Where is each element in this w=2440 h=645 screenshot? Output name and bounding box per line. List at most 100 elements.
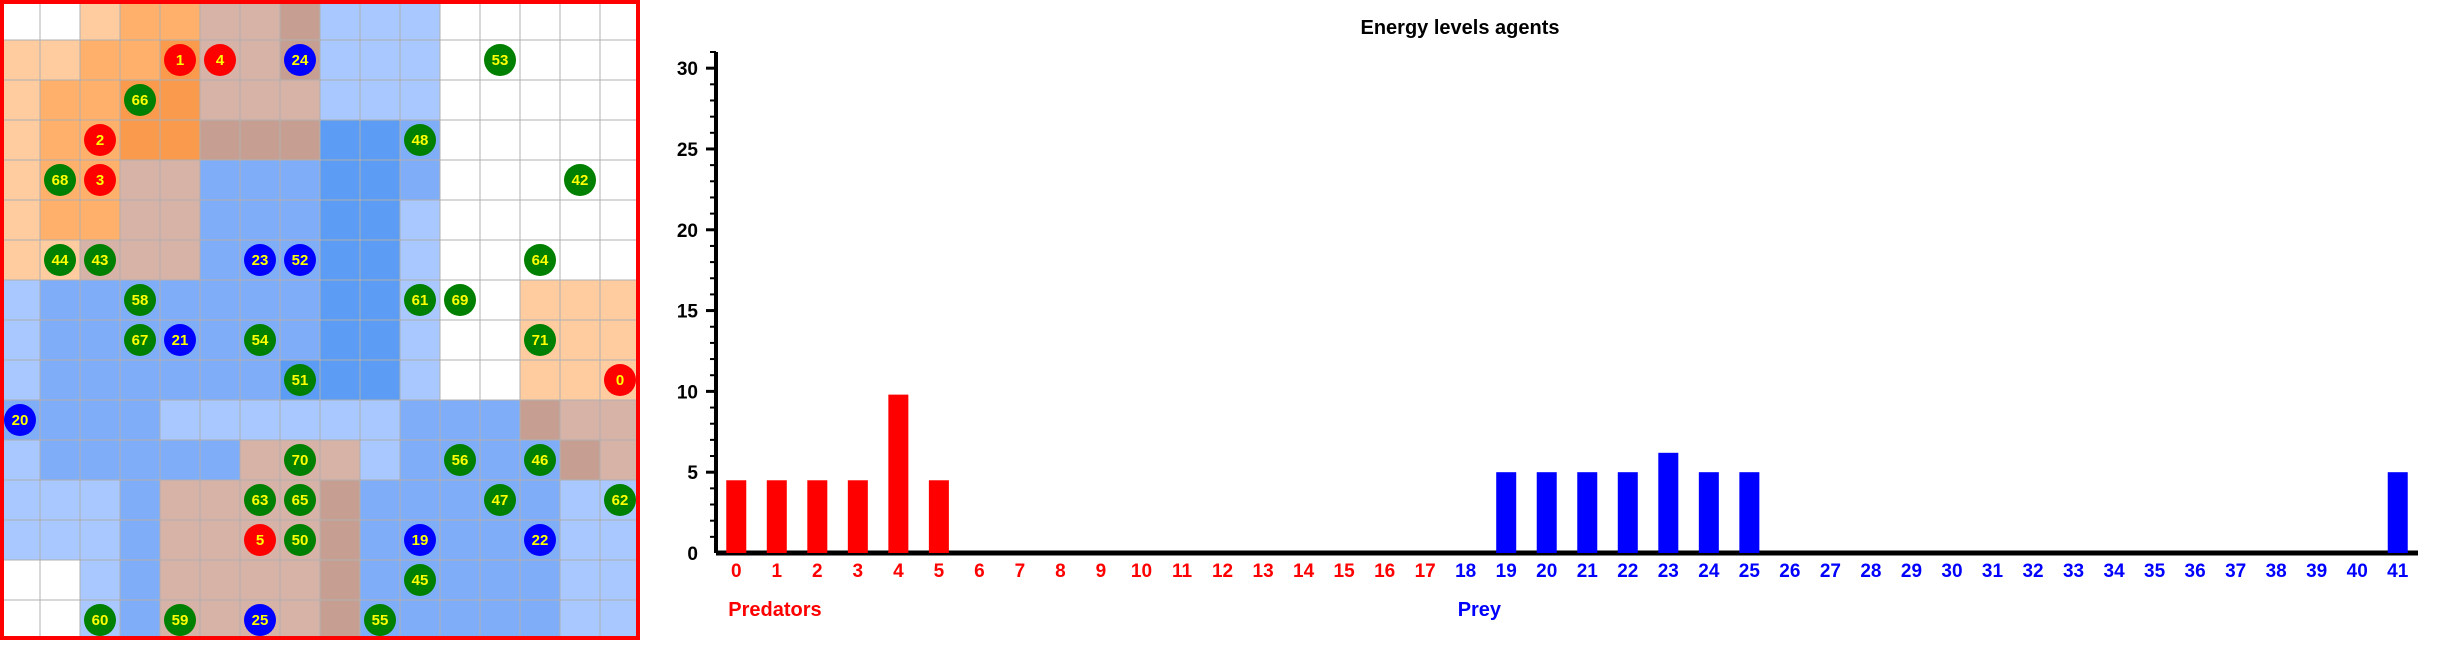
grid-cell [559,599,601,641]
plant-agent[interactable]: 53 [484,44,516,76]
plant-agent[interactable]: 56 [444,444,476,476]
grid-cell [399,0,441,41]
grid-cell [39,279,81,321]
plant-agent[interactable]: 42 [564,164,596,196]
plant-agent[interactable]: 62 [604,484,636,516]
predator-agent[interactable]: 3 [84,164,116,196]
energy-bar [1698,472,1719,553]
grid-cell [159,279,201,321]
grid-cell [0,359,41,401]
plant-agent[interactable]: 47 [484,484,516,516]
prey-agent[interactable]: 21 [164,324,196,356]
plant-agent[interactable]: 70 [284,444,316,476]
grid-cell [479,279,521,321]
plant-agent[interactable]: 51 [284,364,316,396]
plant-agent[interactable]: 59 [164,604,196,636]
grid-cell [559,79,601,121]
agent-marker [84,604,116,636]
plant-agent[interactable]: 48 [404,124,436,156]
prey-agent[interactable]: 20 [4,404,36,436]
agent-marker [484,484,516,516]
grid-cell [159,439,201,481]
plant-agent[interactable]: 58 [124,284,156,316]
agent-marker [4,404,36,436]
grid-cell [359,239,401,281]
energy-bar [1739,472,1760,553]
agent-id: 69 [452,292,469,309]
grid-cell [79,519,121,561]
plant-agent[interactable]: 54 [244,324,276,356]
x-tick-label: 18 [1455,561,1476,582]
plant-agent[interactable]: 65 [284,484,316,516]
x-tick-label: 10 [1131,561,1152,582]
grid-cell [159,0,201,41]
grid-cell [519,399,561,441]
predator-agent[interactable]: 4 [204,44,236,76]
plant-agent[interactable]: 71 [524,324,556,356]
agent-id: 59 [172,612,189,629]
x-tick-label: 8 [1055,561,1066,582]
plant-agent[interactable]: 68 [44,164,76,196]
grid-cell [439,479,481,521]
plant-agent[interactable]: 46 [524,444,556,476]
x-tick-label: 39 [2306,561,2327,582]
predator-agent[interactable]: 1 [164,44,196,76]
plant-agent[interactable]: 63 [244,484,276,516]
grid-cell [159,479,201,521]
grid-cell [119,599,161,641]
prey-agent[interactable]: 24 [284,44,316,76]
plant-agent[interactable]: 61 [404,284,436,316]
predator-agent[interactable]: 0 [604,364,636,396]
grid-cell [479,79,521,121]
plant-agent[interactable]: 45 [404,564,436,596]
predator-agent[interactable]: 2 [84,124,116,156]
grid-cell [0,79,41,121]
grid-cell [159,399,201,441]
grid-cell [559,39,601,81]
x-tick-label: 30 [1941,561,1962,582]
grid-cell [559,119,601,161]
grid-cell [279,199,321,241]
grid-cell [439,39,481,81]
plant-agent[interactable]: 43 [84,244,116,276]
grid-cell [519,79,561,121]
plant-agent[interactable]: 60 [84,604,116,636]
prey-agent[interactable]: 25 [244,604,276,636]
plant-agent[interactable]: 44 [44,244,76,276]
grid-cell [559,319,601,361]
grid-cell [119,559,161,601]
predator-agent[interactable]: 5 [244,524,276,556]
grid-cell [119,0,161,41]
grid-cell [279,119,321,161]
agent-id: 2 [96,132,104,149]
prey-agent[interactable]: 23 [244,244,276,276]
grid-cell [199,519,241,561]
x-tick-label: 27 [1820,561,1841,582]
plant-agent[interactable]: 55 [364,604,396,636]
x-tick-label: 5 [934,561,945,582]
plant-agent[interactable]: 50 [284,524,316,556]
prey-agent[interactable]: 22 [524,524,556,556]
plant-agent[interactable]: 66 [124,84,156,116]
prey-agent[interactable]: 52 [284,244,316,276]
plant-agent[interactable]: 64 [524,244,556,276]
grid-cell [39,359,81,401]
x-tick-label: 17 [1415,561,1436,582]
plant-agent[interactable]: 67 [124,324,156,356]
grid-cell [279,0,321,41]
grid-cell [559,479,601,521]
grid-cell [399,159,441,201]
prey-agent[interactable]: 19 [404,524,436,556]
grid-cell [599,599,641,641]
agent-marker [244,524,276,556]
grid-cell [39,599,81,641]
grid-cell [479,559,521,601]
energy-bar [1496,472,1517,553]
energy-bar [847,480,868,553]
grid-cell [479,319,521,361]
grid-cell [599,79,641,121]
plant-agent[interactable]: 69 [444,284,476,316]
grid-cell [39,199,81,241]
agent-marker [124,324,156,356]
